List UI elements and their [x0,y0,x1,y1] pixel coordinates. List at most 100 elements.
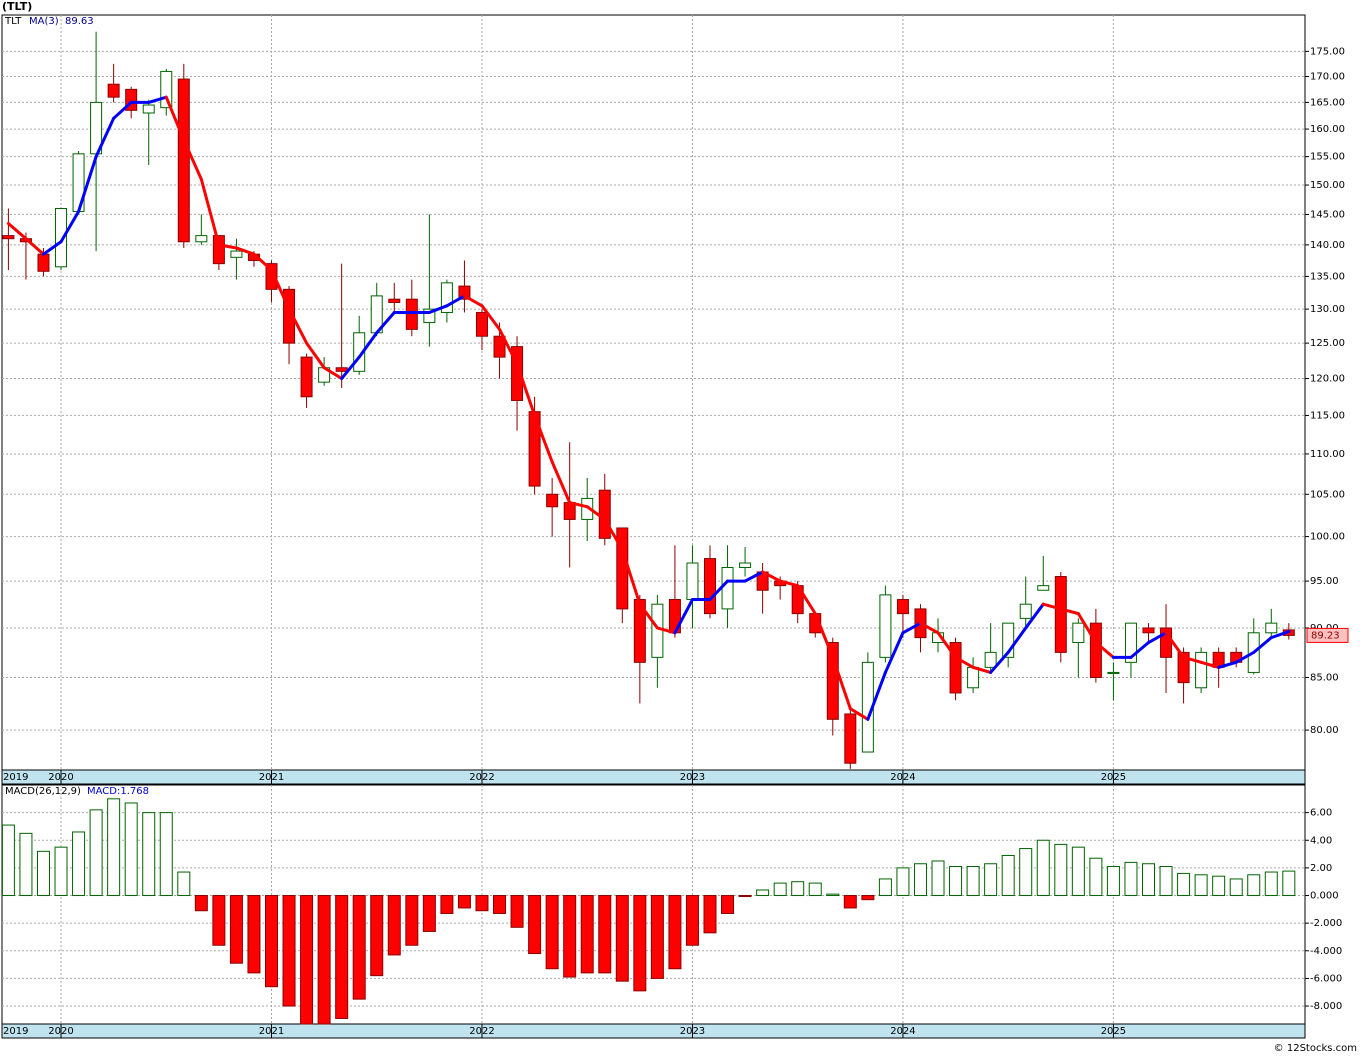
ma-segment [778,579,800,588]
ma-segment [796,584,817,616]
y-tick-label: 145.00 [1310,209,1345,220]
y-tick-label: 140.00 [1310,240,1345,251]
candle-body [212,235,225,265]
x-tick-label: 2020 [48,1026,73,1037]
y-tick-label: 150.00 [1310,180,1345,191]
candle-body [1072,622,1085,644]
macd-bar [808,882,822,897]
macd-bar [773,882,787,897]
macd-bar [1159,866,1173,897]
macd-bar [405,895,419,946]
ma-segment [77,155,98,213]
ma-segment [305,341,326,370]
x-tick-label: 2025 [1101,772,1126,783]
candle-body [686,562,699,601]
y-tick-label: 2.00 [1310,863,1332,874]
ma-segment [6,221,28,241]
macd-bar [1001,854,1015,897]
candle-body [55,207,68,268]
ma-segment [1059,607,1080,616]
ma-segment [1252,636,1273,654]
macd-bar [457,895,471,909]
macd-bar [177,871,191,897]
candle-body [265,263,278,290]
macd-bar [493,895,507,914]
macd-bar [72,831,86,897]
macd-bar [247,895,261,974]
candle-body [1142,627,1155,634]
macd-bar [650,895,664,979]
candle-body [879,594,892,658]
candle-body [440,282,453,313]
y-tick-label: 135.00 [1310,271,1345,282]
y-tick-label: -4.000 [1310,946,1342,957]
ma-segment [954,655,975,669]
macd-bar [756,889,770,897]
candle-body [405,298,418,330]
macd-bar [370,895,384,977]
candle-body [160,70,173,109]
macd-bar [598,895,612,974]
x-tick-label: 2021 [259,772,284,783]
ma-segment [375,310,396,335]
macd-bar [440,895,454,914]
x-tick-label: 2024 [890,1026,915,1037]
macd-bar [703,895,717,934]
macd-bar [300,895,314,1025]
macd-bar [563,895,577,978]
candle-body [598,489,611,539]
ma-segment [655,626,677,635]
candle-body [1054,576,1067,653]
macd-bar [528,895,542,955]
macd-bar [1,824,15,897]
macd-bar [1054,843,1068,897]
y-tick-label: 155.00 [1310,152,1345,163]
ma-segment [1199,660,1221,669]
macd-bar [335,895,349,1019]
y-tick-label: 105.00 [1310,489,1345,500]
x-tick-label: 2022 [469,772,494,783]
macd-bar [19,832,33,897]
macd-bar [791,881,805,897]
y-tick-label: 6.00 [1310,808,1332,819]
ma-segment [989,650,1010,674]
ma-segment [94,116,116,159]
y-tick-label: -2.000 [1310,918,1342,929]
candle-body [739,562,752,568]
ma-segment [603,517,624,552]
ma-segment [550,460,572,505]
ma-segment [462,294,484,308]
ma-segment [1182,655,1203,664]
ma-segment [1006,626,1028,654]
macd-bar [1282,870,1296,897]
last-price-label: 89.23 [1311,630,1340,641]
macd-bar [1247,874,1261,897]
ma-segment [340,355,361,381]
macd-bar [265,895,278,988]
macd-bar [1089,857,1103,897]
candle-body [1002,622,1015,658]
candle-body [475,311,488,337]
macd-title: MACD(26,12,9) [5,786,81,797]
macd-bar [1106,866,1120,897]
ma-segment [182,138,203,181]
candle-body [1124,622,1137,663]
ma-segment [287,307,309,345]
candle-body [546,493,559,508]
candle-body [949,642,962,694]
macd-bar [1212,875,1226,897]
candle-body [651,603,664,658]
macd-bar [422,895,436,932]
footer: © 12Stocks.com [1274,1043,1357,1054]
ma-segment [585,505,607,521]
macd-bar [194,895,208,912]
ma-segment [866,670,887,721]
date-strip [1,769,1306,785]
ma-segment [673,598,694,635]
candle-body [563,502,576,520]
x-tick-label: 2019 [3,772,28,783]
ma-segment [918,621,940,635]
ma-segment [1041,602,1063,611]
macd-bar [545,895,559,970]
last-price-box [1306,627,1349,643]
